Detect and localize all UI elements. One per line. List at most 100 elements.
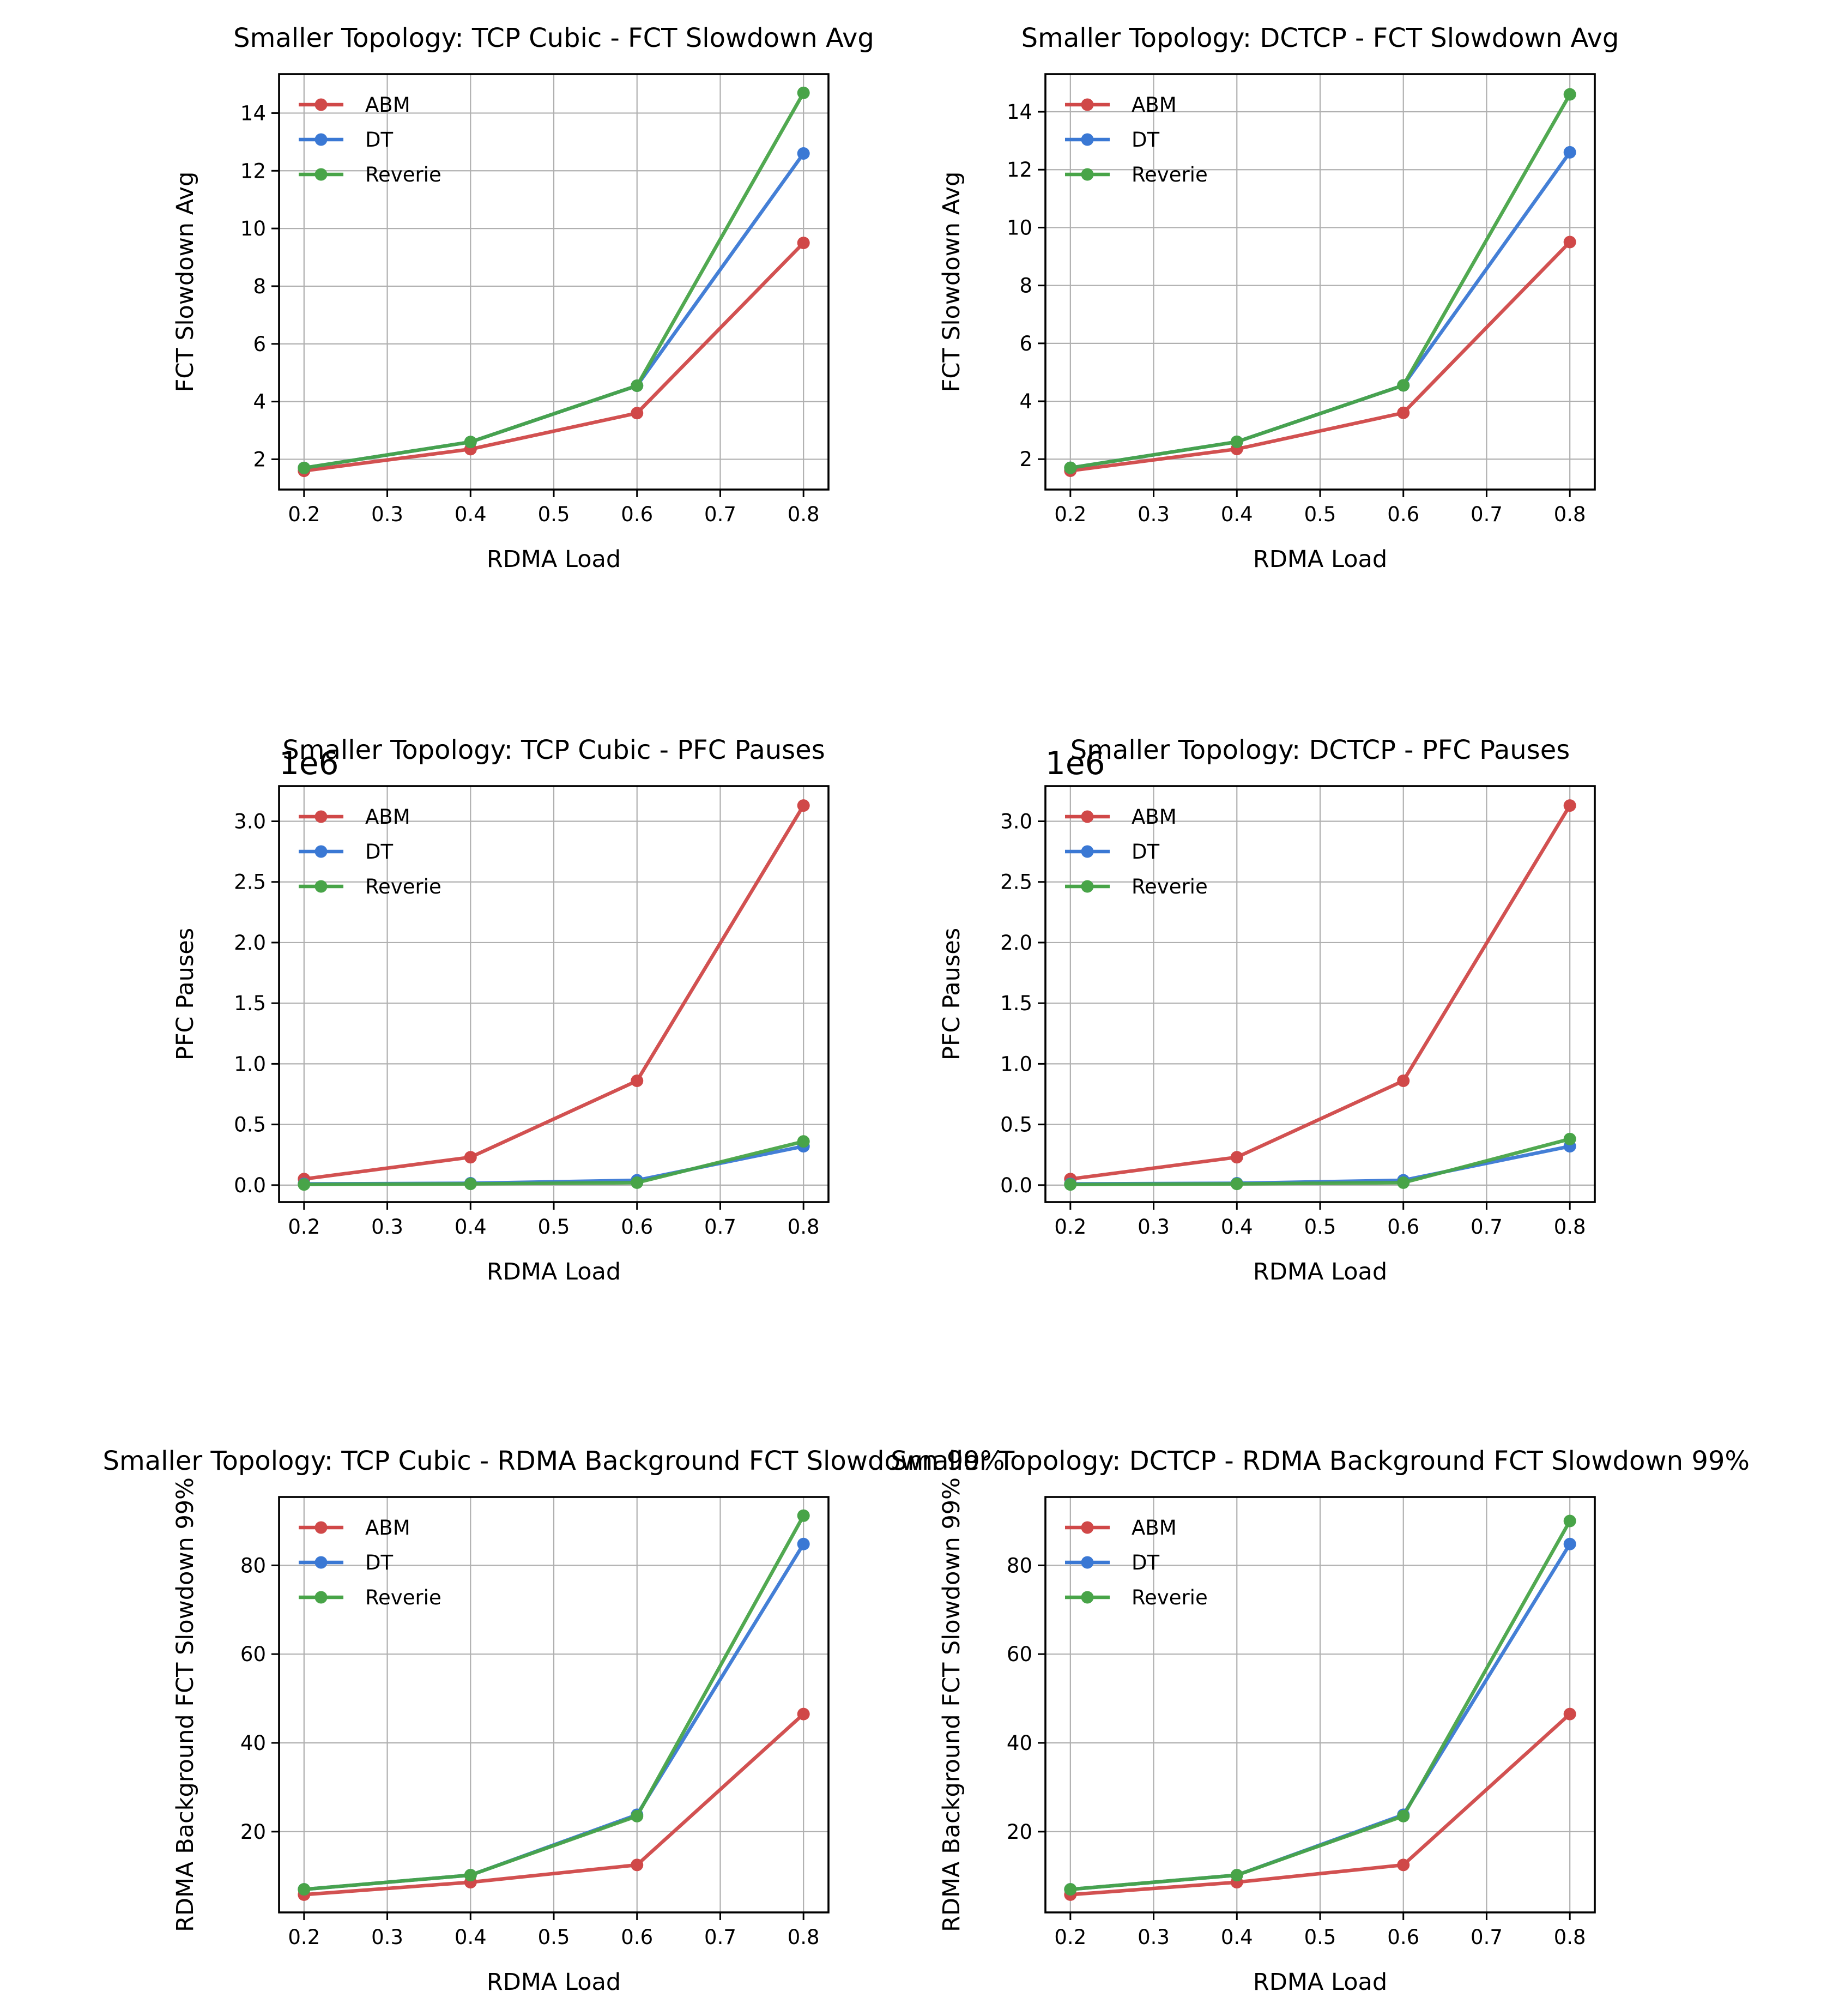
legend-marker-reverie — [1081, 880, 1094, 893]
y-tick-label: 2.5 — [234, 871, 266, 894]
subplot-1: 0.2 0.3 0.4 0.5 0.6 0.7 0.8 2 4 6 8 10 12 14 Smaller T… — [172, 23, 874, 573]
data-point-reverie — [797, 86, 810, 99]
legend-marker-dt — [1081, 133, 1094, 146]
x-tick-label: 0.4 — [1221, 1215, 1253, 1239]
legend-label-reverie: Reverie — [1132, 163, 1208, 186]
data-point-reverie — [1064, 1883, 1077, 1896]
x-tick-label: 0.5 — [1304, 1215, 1336, 1239]
legend-marker-abm — [1081, 1521, 1094, 1534]
data-point-abm — [1563, 1707, 1576, 1721]
data-point-abm — [797, 237, 810, 250]
subplot-6: 0.2 0.3 0.4 0.5 0.6 0.7 0.8 20 40 60 80 Smaller Top… — [891, 1446, 1750, 1996]
data-point-abm — [1397, 1075, 1410, 1088]
y-tick-label: 2.0 — [1000, 931, 1032, 955]
y-tick-label: 10 — [240, 217, 266, 240]
legend-label-abm: ABM — [365, 1516, 410, 1540]
y-tick-label: 2.5 — [1000, 871, 1032, 894]
series-line-abm — [304, 1712, 805, 1897]
y-tick-label: 4 — [253, 390, 266, 414]
y-tick-label: 2 — [1019, 448, 1032, 471]
x-tick-label: 0.7 — [704, 1215, 736, 1239]
data-point-reverie — [464, 1869, 477, 1882]
legend-marker-dt — [314, 845, 328, 858]
legend-label-dt: DT — [1132, 1551, 1159, 1574]
data-point-reverie — [797, 1135, 810, 1148]
x-axis-label: RDMA Load — [487, 1258, 621, 1285]
x-tick-label: 0.3 — [1138, 1215, 1170, 1239]
data-point-reverie — [298, 1178, 311, 1191]
legend-marker-abm — [1081, 98, 1094, 111]
series-line-reverie — [1070, 1137, 1571, 1186]
legend-marker-reverie — [314, 1591, 328, 1604]
x-tick-label: 0.6 — [1387, 503, 1419, 526]
data-point-reverie — [1230, 1178, 1243, 1191]
data-point-reverie — [1230, 435, 1243, 448]
x-tick-label: 0.6 — [1387, 1926, 1419, 1949]
data-point-abm — [1563, 799, 1576, 812]
y-tick-label: 8 — [253, 275, 266, 298]
x-tick-label: 0.3 — [371, 1926, 403, 1949]
y-tick-label: 10 — [1007, 216, 1032, 239]
x-axis-label: RDMA Load — [1253, 546, 1387, 573]
y-offset-text: 1e6 — [1045, 745, 1105, 782]
x-axis-label: RDMA Load — [1253, 1258, 1387, 1285]
legend-marker-abm — [1081, 810, 1094, 823]
data-point-dt — [1563, 146, 1576, 159]
x-tick-label: 0.2 — [1054, 503, 1086, 526]
legend: ABM DT Reverie — [299, 805, 441, 898]
series-line-reverie — [304, 1514, 806, 1891]
legend-marker-reverie — [1081, 168, 1094, 181]
y-tick-label: 8 — [1019, 274, 1032, 298]
subplot-title: Smaller Topology: DCTCP - RDMA Backgroun… — [891, 1446, 1750, 1476]
y-tick-label: 12 — [240, 159, 266, 183]
subplot-title: Smaller Topology: TCP Cubic - RDMA Backg… — [103, 1446, 1005, 1476]
x-tick-label: 0.8 — [1554, 503, 1586, 526]
legend-label-dt: DT — [365, 128, 393, 152]
legend-label-reverie: Reverie — [1132, 1586, 1208, 1609]
x-tick-label: 0.5 — [1304, 503, 1336, 526]
data-point-abm — [1563, 236, 1576, 249]
x-tick-label: 0.3 — [1138, 503, 1170, 526]
x-tick-label: 0.8 — [788, 1926, 820, 1949]
y-tick-label: 20 — [240, 1820, 266, 1844]
subplot-3: 0.2 0.3 0.4 0.5 0.6 0.7 0.8 0.0 0.5 1.0 1.5 2.0 2.5 3… — [172, 735, 830, 1285]
x-tick-label: 0.7 — [1471, 1215, 1503, 1239]
subplot-title: Smaller Topology: DCTCP - FCT Slowdown A… — [1021, 23, 1619, 53]
data-point-reverie — [1397, 379, 1410, 392]
legend: ABM DT Reverie — [1065, 1516, 1208, 1609]
legend: ABM DT Reverie — [1065, 93, 1208, 186]
x-tick-label: 0.3 — [371, 1215, 403, 1239]
x-tick-label: 0.2 — [288, 1215, 320, 1239]
x-tick-label: 0.6 — [1387, 1215, 1419, 1239]
legend-label-dt: DT — [1132, 128, 1159, 152]
x-tick-label: 0.6 — [621, 1926, 653, 1949]
legend-marker-dt — [1081, 1556, 1094, 1569]
series-line-abm — [1070, 1712, 1571, 1897]
data-point-reverie — [464, 1178, 477, 1191]
series-line-reverie — [304, 92, 806, 470]
data-point-dt — [1563, 1537, 1576, 1550]
data-point-reverie — [1064, 1178, 1077, 1191]
data-point-abm — [1397, 406, 1410, 419]
data-point-reverie — [631, 1176, 644, 1189]
data-point-reverie — [1563, 88, 1576, 101]
data-point-reverie — [298, 461, 311, 474]
y-tick-label: 0.5 — [234, 1113, 266, 1137]
y-tick-label: 0.0 — [1000, 1174, 1032, 1197]
legend-label-reverie: Reverie — [365, 875, 441, 898]
legend-marker-abm — [314, 1521, 328, 1534]
y-tick-label: 80 — [240, 1554, 266, 1577]
legend-marker-dt — [1081, 845, 1094, 858]
series-line-abm — [1070, 804, 1571, 1181]
data-point-reverie — [1064, 461, 1077, 474]
x-axis-label: RDMA Load — [487, 1969, 621, 1996]
data-point-dt — [797, 1537, 810, 1550]
x-tick-label: 0.4 — [1221, 1926, 1253, 1949]
y-tick-label: 6 — [253, 333, 266, 356]
subplot-2: 0.2 0.3 0.4 0.5 0.6 0.7 0.8 2 4 6 8 10 12 14 Smaller T… — [938, 23, 1619, 573]
legend-label-reverie: Reverie — [365, 163, 441, 186]
series-line-reverie — [1070, 93, 1572, 470]
y-axis-label: RDMA Background FCT Slowdown 99% — [938, 1477, 965, 1932]
x-tick-label: 0.3 — [371, 503, 403, 526]
data-point-abm — [1230, 1151, 1243, 1164]
